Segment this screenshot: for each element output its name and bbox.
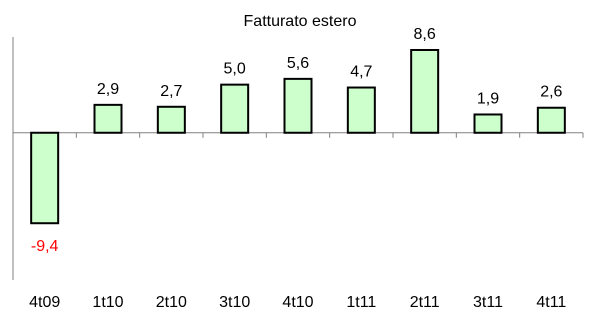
category-labels-group: 4t09 1t10 2t10 3t10 4t10 1t11 2t11 3t11 4t11	[29, 294, 566, 311]
data-label-4t11: 2,6	[540, 84, 562, 101]
bar-4t10	[283, 77, 313, 134]
data-label-2t11: 8,6	[414, 26, 436, 43]
category-label-2t11: 2t11	[410, 294, 440, 311]
category-label-4t11: 4t11	[536, 294, 566, 311]
bars-group	[30, 49, 566, 225]
bar-2t11	[410, 49, 440, 134]
data-label-3t10: 5,0	[224, 61, 246, 78]
bar-4t11	[536, 106, 566, 134]
category-label-3t11: 3t11	[473, 294, 503, 311]
x-axis-ticks	[12, 132, 584, 138]
data-label-1t10: 2,9	[97, 81, 119, 98]
data-label-4t09: -9,4	[31, 238, 59, 255]
bar-3t11	[473, 113, 503, 134]
category-label-4t09: 4t09	[29, 294, 60, 311]
category-label-4t10: 4t10	[282, 294, 313, 311]
bar-1t11	[346, 86, 376, 134]
category-label-3t10: 3t10	[219, 294, 250, 311]
bar-1t10	[93, 103, 123, 134]
data-label-1t11: 4,7	[350, 64, 372, 81]
bar-2t10	[156, 105, 186, 134]
category-label-2t10: 2t10	[156, 294, 187, 311]
bar-3t10	[220, 83, 250, 134]
data-label-2t10: 2,7	[160, 83, 182, 100]
category-label-1t10: 1t10	[92, 294, 123, 311]
chart-title: Fatturato estero	[244, 13, 357, 30]
data-label-4t10: 5,6	[287, 55, 309, 72]
data-label-3t11: 1,9	[477, 90, 499, 107]
bar-4t09	[30, 131, 60, 225]
category-label-1t11: 1t11	[346, 294, 376, 311]
data-labels-group: -9,4 2,9 2,7 5,0 5,6 4,7 8,6 1,9 2,6	[31, 26, 563, 255]
